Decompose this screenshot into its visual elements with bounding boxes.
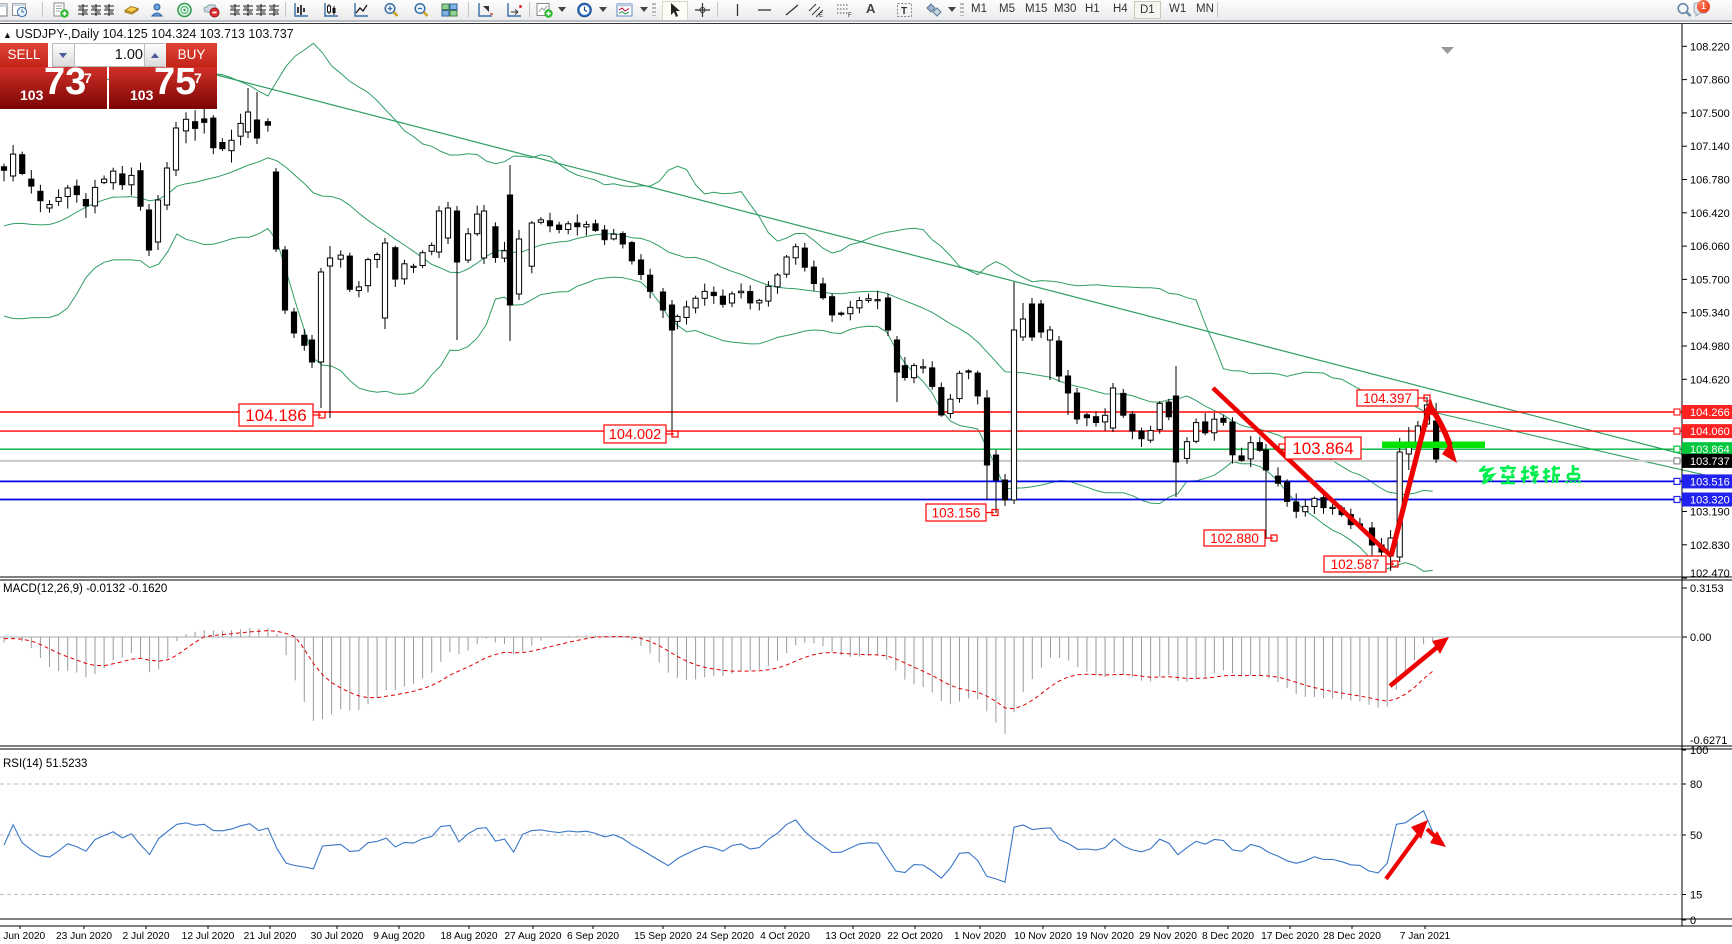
svg-text:104.060: 104.060 bbox=[1690, 426, 1730, 438]
svg-text:108.220: 108.220 bbox=[1690, 41, 1730, 53]
svg-text:107.500: 107.500 bbox=[1690, 108, 1730, 120]
svg-text:0: 0 bbox=[1690, 915, 1696, 927]
svg-text:7 Jan 2021: 7 Jan 2021 bbox=[1400, 931, 1451, 942]
svg-text:22 Oct 2020: 22 Oct 2020 bbox=[887, 931, 943, 942]
svg-text:T: T bbox=[901, 6, 907, 17]
svg-text:8 Dec 2020: 8 Dec 2020 bbox=[1202, 931, 1254, 942]
svg-text:2 Jul 2020: 2 Jul 2020 bbox=[122, 931, 169, 942]
svg-text:29 Nov 2020: 29 Nov 2020 bbox=[1139, 931, 1197, 942]
svg-text:104.397: 104.397 bbox=[1363, 391, 1412, 406]
svg-text:27 Aug 2020: 27 Aug 2020 bbox=[504, 931, 562, 942]
svg-text:102.830: 102.830 bbox=[1690, 540, 1730, 552]
svg-text:-0.6271: -0.6271 bbox=[1690, 735, 1727, 747]
svg-text:30 Jul 2020: 30 Jul 2020 bbox=[311, 931, 364, 942]
svg-text:104.186: 104.186 bbox=[245, 406, 306, 425]
svg-text:MACD(12,26,9) -0.0132 -0.1620: MACD(12,26,9) -0.0132 -0.1620 bbox=[3, 583, 167, 595]
svg-text:23 Jun 2020: 23 Jun 2020 bbox=[56, 931, 112, 942]
svg-text:103.864: 103.864 bbox=[1292, 439, 1353, 458]
svg-text:21 Jul 2020: 21 Jul 2020 bbox=[244, 931, 297, 942]
svg-text:107.140: 107.140 bbox=[1690, 141, 1730, 153]
svg-text:104.980: 104.980 bbox=[1690, 341, 1730, 353]
svg-text:104.002: 104.002 bbox=[609, 427, 661, 443]
svg-text:RSI(14) 51.5233: RSI(14) 51.5233 bbox=[3, 758, 87, 770]
svg-text:106.060: 106.060 bbox=[1690, 241, 1730, 253]
svg-text:103.156: 103.156 bbox=[932, 505, 981, 520]
svg-text:103.737: 103.737 bbox=[1690, 456, 1730, 468]
svg-text:102.880: 102.880 bbox=[1210, 531, 1259, 546]
svg-text:E: E bbox=[819, 13, 823, 18]
svg-text:6 Sep 2020: 6 Sep 2020 bbox=[567, 931, 619, 942]
svg-text:0.00: 0.00 bbox=[1690, 632, 1711, 644]
svg-text:28 Dec 2020: 28 Dec 2020 bbox=[1323, 931, 1381, 942]
svg-text:12 Jul 2020: 12 Jul 2020 bbox=[182, 931, 235, 942]
svg-text:106.420: 106.420 bbox=[1690, 208, 1730, 220]
svg-text:4 Jun 2020: 4 Jun 2020 bbox=[0, 931, 46, 942]
svg-text:F: F bbox=[848, 13, 852, 18]
svg-text:18 Aug 2020: 18 Aug 2020 bbox=[440, 931, 498, 942]
svg-text:102.470: 102.470 bbox=[1690, 568, 1730, 580]
svg-text:100: 100 bbox=[1690, 745, 1708, 757]
svg-text:9 Aug 2020: 9 Aug 2020 bbox=[373, 931, 425, 942]
svg-text:4 Oct 2020: 4 Oct 2020 bbox=[760, 931, 810, 942]
svg-text:104.620: 104.620 bbox=[1690, 374, 1730, 386]
svg-text:13 Oct 2020: 13 Oct 2020 bbox=[825, 931, 881, 942]
svg-text:103.516: 103.516 bbox=[1690, 476, 1730, 488]
svg-text:50: 50 bbox=[1690, 830, 1702, 842]
svg-text:15: 15 bbox=[1690, 890, 1702, 902]
svg-text:105.340: 105.340 bbox=[1690, 308, 1730, 320]
svg-text:102.587: 102.587 bbox=[1331, 557, 1380, 572]
svg-text:15 Sep 2020: 15 Sep 2020 bbox=[634, 931, 692, 942]
svg-text:1 Nov 2020: 1 Nov 2020 bbox=[954, 931, 1006, 942]
svg-text:103.864: 103.864 bbox=[1690, 444, 1730, 456]
svg-text:80: 80 bbox=[1690, 779, 1702, 791]
svg-text:105.700: 105.700 bbox=[1690, 274, 1730, 286]
svg-text:10 Nov 2020: 10 Nov 2020 bbox=[1014, 931, 1072, 942]
svg-text:17 Dec 2020: 17 Dec 2020 bbox=[1261, 931, 1319, 942]
svg-text:107.860: 107.860 bbox=[1690, 75, 1730, 87]
svg-text:106.780: 106.780 bbox=[1690, 175, 1730, 187]
svg-text:103.320: 103.320 bbox=[1690, 495, 1730, 507]
svg-text:103.190: 103.190 bbox=[1690, 507, 1730, 519]
svg-text:0.3153: 0.3153 bbox=[1690, 583, 1724, 595]
svg-text:24 Sep 2020: 24 Sep 2020 bbox=[696, 931, 754, 942]
svg-text:19 Nov 2020: 19 Nov 2020 bbox=[1076, 931, 1134, 942]
svg-text:104.266: 104.266 bbox=[1690, 407, 1730, 419]
